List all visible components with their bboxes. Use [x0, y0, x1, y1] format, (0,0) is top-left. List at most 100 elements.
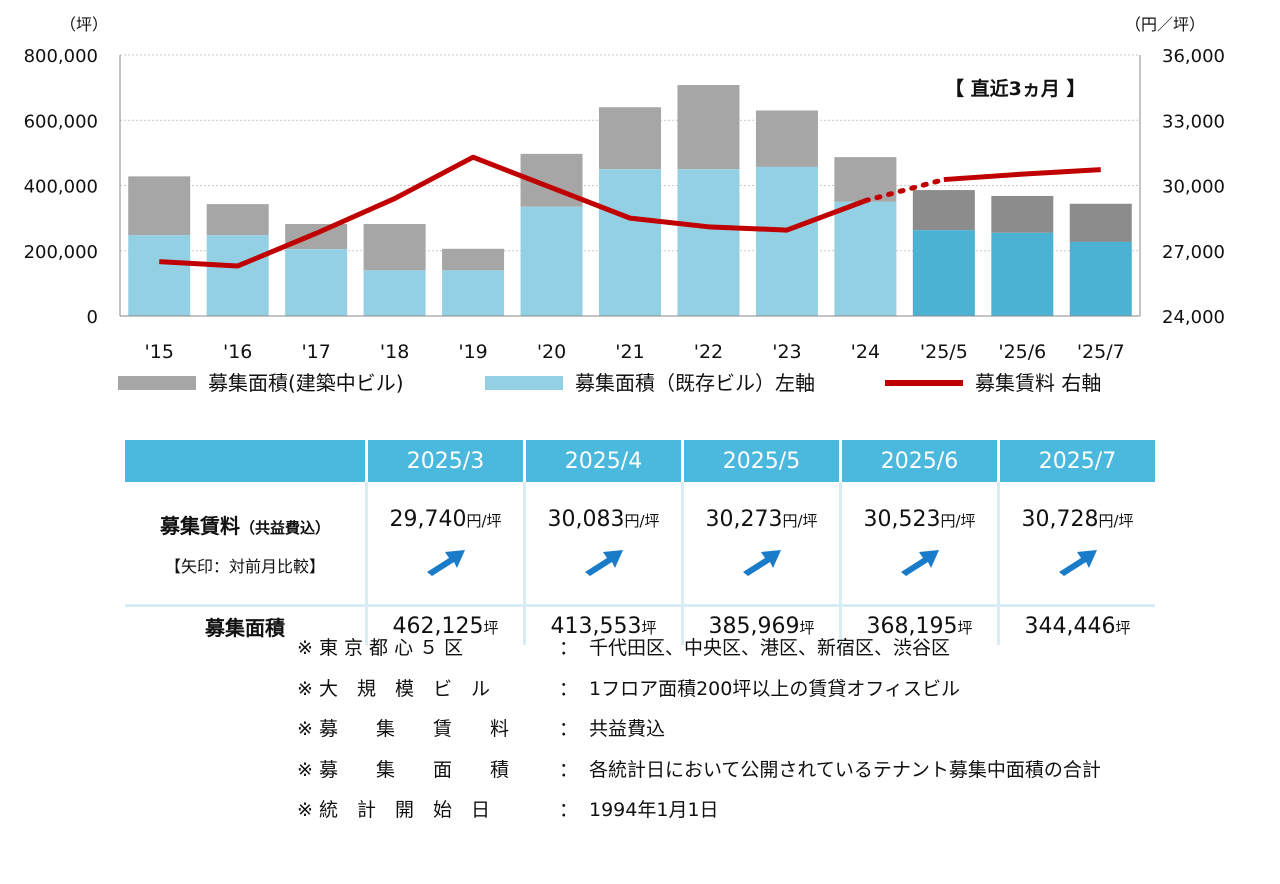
bar-construction	[912, 190, 975, 231]
footnote-label: ※ 募 集 面 積	[297, 758, 509, 781]
rent-area-chart: 0 200,000 400,000 600,000 800,000 24,000 27,00…	[24, 15, 1225, 395]
rent-sub-label: 【矢印：対前月比較】	[164, 556, 325, 576]
bar-construction	[834, 157, 897, 202]
rent-cell: 30,083円/坪	[523, 482, 683, 606]
recent-3-months-annotation: 【 直近3ヵ月 】	[945, 77, 1085, 100]
footnote-label: ※ 統 計 開 始 日	[297, 799, 490, 821]
left-tick-label: 600,000	[24, 111, 98, 132]
area-value: 413,553	[550, 613, 642, 639]
area-cell: 368,195坪	[839, 604, 999, 645]
footnote-text: 各統計日において公開されているテナント募集中面積の合計	[589, 758, 1101, 781]
left-tick-label: 0	[87, 307, 98, 328]
monthly-stats-table: 2025/3 2025/4 2025/5 2025/6 2025/7 募集賃料（…	[125, 440, 1155, 645]
rent-cell: 30,728円/坪	[997, 482, 1155, 606]
x-tick-label: '15	[145, 341, 174, 363]
legend-swatch	[485, 376, 563, 390]
bar-existing	[128, 235, 191, 316]
x-tick-label: '25/7	[1077, 341, 1125, 363]
footnote: ※ 東 京 都 心 ５ 区 ： 千代田区、中央区、港区、新宿区、渋谷区	[297, 628, 1101, 669]
x-tick-label: '19	[458, 341, 487, 363]
bar-existing	[755, 166, 818, 316]
rent-value: 29,740	[389, 506, 467, 532]
footnote-label: ※ 大 規 模 ビ ル	[297, 677, 490, 700]
rent-line-annual	[159, 154, 867, 269]
footnote-text: 1フロア面積200坪以上の賃貸オフィスビル	[589, 677, 960, 700]
legend-label: 募集面積（既存ビル）左軸	[575, 371, 815, 395]
area-unit: 坪	[1115, 618, 1131, 637]
bar-existing	[206, 235, 269, 316]
footnote: ※ 大 規 模 ビ ル ： 1フロア面積200坪以上の賃貸オフィスビル	[297, 669, 1101, 710]
bar-construction	[1069, 203, 1132, 242]
footnote-separator: ：	[559, 637, 579, 659]
rent-unit: 円/坪	[466, 511, 502, 530]
right-tick-label: 27,000	[1162, 242, 1225, 263]
right-axis-unit: （円／坪）	[1125, 15, 1205, 34]
up-arrow-icon	[684, 546, 839, 580]
right-tick-label: 30,000	[1162, 177, 1225, 198]
rent-label: 募集賃料	[159, 513, 240, 538]
month-header: 2025/5	[681, 440, 841, 482]
x-tick-label: '24	[851, 341, 880, 363]
table-header-row: 2025/3 2025/4 2025/5 2025/6 2025/7	[125, 440, 1155, 482]
rent-label-note: （共益費込）	[239, 518, 330, 537]
rent-unit: 円/坪	[1098, 511, 1134, 530]
month-header: 2025/7	[997, 440, 1155, 482]
rent-line-bridge	[862, 177, 947, 204]
x-tick-label: '23	[772, 341, 801, 363]
area-value: 344,446	[1024, 613, 1116, 639]
x-tick-label: '25/5	[920, 341, 968, 363]
area-unit: 坪	[957, 618, 973, 637]
bar-construction	[991, 195, 1054, 233]
left-tick-label: 200,000	[24, 242, 98, 263]
rent-cell: 29,740円/坪	[365, 482, 525, 606]
rent-value: 30,273	[705, 506, 783, 532]
footnote-text: 千代田区、中央区、港区、新宿区、渋谷区	[589, 637, 951, 659]
x-tick-label: '18	[380, 341, 409, 363]
area-value: 368,195	[866, 613, 958, 639]
left-tick-label: 400,000	[24, 177, 98, 198]
right-tick-label: 36,000	[1162, 46, 1225, 67]
x-tick-label: '25/6	[998, 341, 1046, 363]
footnote-separator: ：	[559, 799, 579, 821]
bar-construction	[285, 223, 348, 250]
bar-construction	[128, 176, 191, 236]
rent-cell: 30,273円/坪	[681, 482, 841, 606]
area-unit: 坪	[641, 618, 657, 637]
rent-value: 30,728	[1021, 506, 1099, 532]
rent-unit: 円/坪	[940, 511, 976, 530]
right-tick-label: 24,000	[1162, 307, 1225, 328]
x-tick-label: '21	[615, 341, 644, 363]
up-arrow-icon	[526, 546, 681, 580]
month-header: 2025/4	[523, 440, 683, 482]
bar-existing	[834, 201, 897, 316]
table-header-blank	[125, 440, 367, 482]
area-cell: 385,969坪	[681, 604, 841, 645]
bar-construction	[442, 248, 505, 271]
left-tick-label: 800,000	[24, 46, 98, 67]
area-unit: 坪	[799, 618, 815, 637]
rent-unit: 円/坪	[782, 511, 818, 530]
area-cell: 462,125坪	[365, 604, 525, 645]
bar-existing	[599, 169, 661, 316]
rent-value: 30,083	[547, 506, 625, 532]
axes: 0 200,000 400,000 600,000 800,000 24,000 27,00…	[24, 46, 1225, 363]
rent-unit: 円/坪	[624, 511, 660, 530]
area-row: 募集面積 462,125坪 413,553坪 385,969坪 368,195坪…	[125, 604, 1155, 645]
bar-construction	[677, 85, 740, 170]
bar-construction	[363, 223, 426, 271]
rent-row-label: 募集賃料（共益費込） 【矢印：対前月比較】	[125, 482, 367, 606]
footnote-label: ※ 東 京 都 心 ５ 区	[297, 637, 464, 659]
bar-existing	[912, 230, 975, 316]
footnotes: ※ 東 京 都 心 ５ 区 ： 千代田区、中央区、港区、新宿区、渋谷区 ※ 大 規 …	[297, 628, 1101, 831]
x-tick-label: '17	[301, 341, 330, 363]
area-cell: 413,553坪	[523, 604, 683, 645]
up-arrow-icon	[842, 546, 997, 580]
area-row-label: 募集面積	[125, 604, 367, 645]
month-header: 2025/3	[365, 440, 525, 482]
bar-construction	[599, 107, 661, 170]
footnote-separator: ：	[559, 718, 579, 740]
x-tick-label: '22	[694, 341, 723, 363]
bar-existing	[363, 270, 426, 316]
footnote: ※ 統 計 開 始 日 ： 1994年1月1日	[297, 790, 1101, 831]
legend: 募集面積(建築中ビル) 募集面積（既存ビル）左軸 募集賃料 右軸	[118, 371, 1101, 395]
